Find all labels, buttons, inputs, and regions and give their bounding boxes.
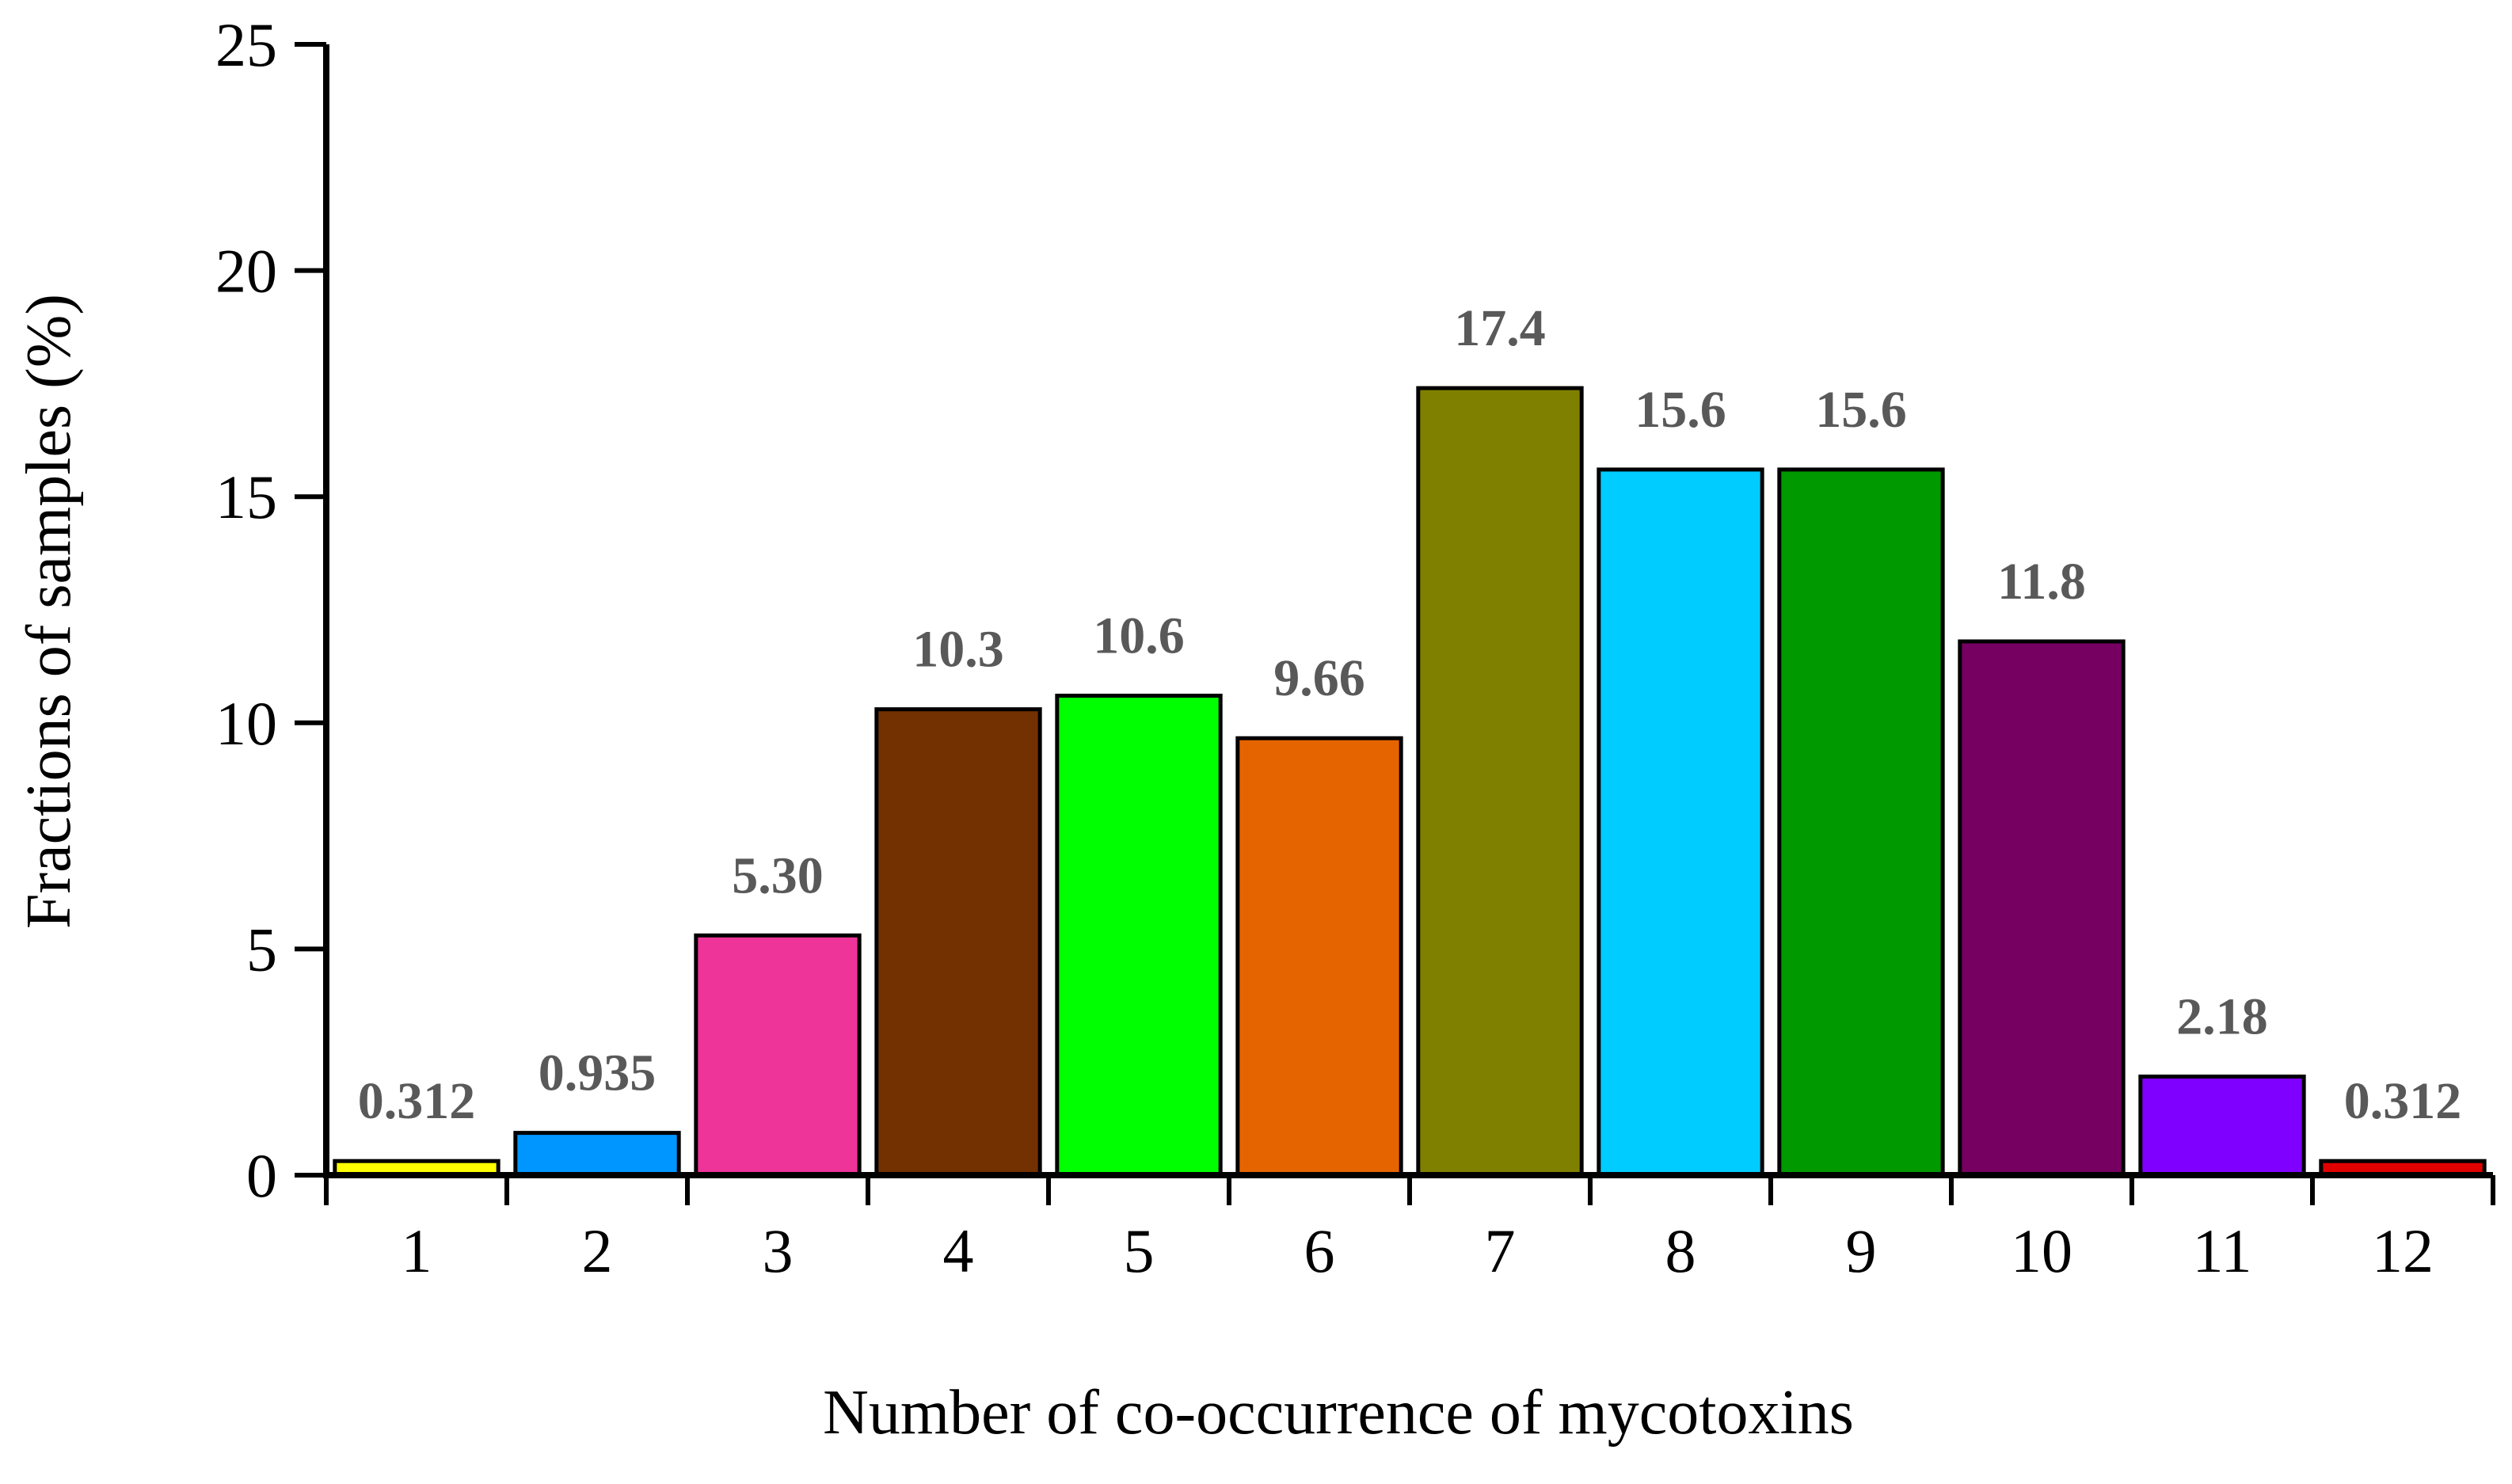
x-tick-label: 8 (1665, 1216, 1696, 1285)
y-tick-label: 25 (215, 10, 277, 79)
x-tick-label: 11 (2192, 1216, 2251, 1285)
y-tick-label: 20 (215, 237, 277, 306)
data-label-3: 5.30 (732, 847, 824, 904)
bars-group (333, 386, 2487, 1178)
data-label-7: 17.4 (1454, 299, 1546, 357)
axes-group (323, 44, 2493, 1178)
x-tick-label: 3 (763, 1216, 794, 1285)
data-label-11: 2.18 (2176, 987, 2268, 1045)
x-ticks-group: 1 2 3 4 5 6 7 8 9 10 11 12 (324, 1175, 2495, 1285)
bar-11 (2138, 1074, 2306, 1178)
bar-4 (874, 707, 1042, 1178)
data-labels-group: 0.312 0.935 5.30 10.3 10.6 9.66 17.4 15.6 15.6 11… (358, 299, 2462, 1130)
y-tick-label: 0 (246, 1141, 277, 1210)
bar-7 (1416, 386, 1584, 1178)
x-tick-label: 12 (2372, 1216, 2434, 1285)
bar-10 (1958, 639, 2126, 1178)
data-label-4: 10.3 (912, 621, 1004, 679)
y-tick-label: 10 (215, 689, 277, 758)
x-tick-label: 1 (402, 1216, 432, 1285)
data-label-1: 0.312 (358, 1072, 476, 1130)
data-label-2: 0.935 (539, 1045, 657, 1102)
data-label-8: 15.6 (1635, 381, 1726, 439)
bar-5 (1055, 694, 1223, 1178)
data-label-10: 11.8 (1997, 553, 2086, 611)
y-ticks-group: 0 5 10 15 20 25 (215, 10, 326, 1210)
x-axis-title: Number of co-occurrence of mycotoxins (823, 1378, 1854, 1448)
data-label-9: 15.6 (1815, 381, 1907, 439)
x-tick-label: 5 (1124, 1216, 1155, 1285)
data-label-5: 10.6 (1093, 607, 1185, 665)
x-tick-label: 4 (943, 1216, 974, 1285)
bar-8 (1597, 467, 1764, 1178)
bar-6 (1235, 736, 1403, 1178)
x-tick-label: 10 (2011, 1216, 2072, 1285)
bar-9 (1777, 467, 1945, 1178)
y-tick-label: 5 (246, 915, 277, 984)
x-tick-label: 6 (1304, 1216, 1335, 1285)
x-tick-label: 7 (1485, 1216, 1516, 1285)
y-axis-title: Fractions of samples (%) (14, 294, 84, 929)
y-tick-label: 15 (215, 462, 277, 531)
x-tick-label: 9 (1846, 1216, 1877, 1285)
x-tick-label: 2 (582, 1216, 613, 1285)
bar-2 (513, 1131, 681, 1178)
data-label-6: 9.66 (1273, 649, 1365, 707)
bar-3 (694, 933, 862, 1178)
data-label-12: 0.312 (2344, 1072, 2462, 1130)
